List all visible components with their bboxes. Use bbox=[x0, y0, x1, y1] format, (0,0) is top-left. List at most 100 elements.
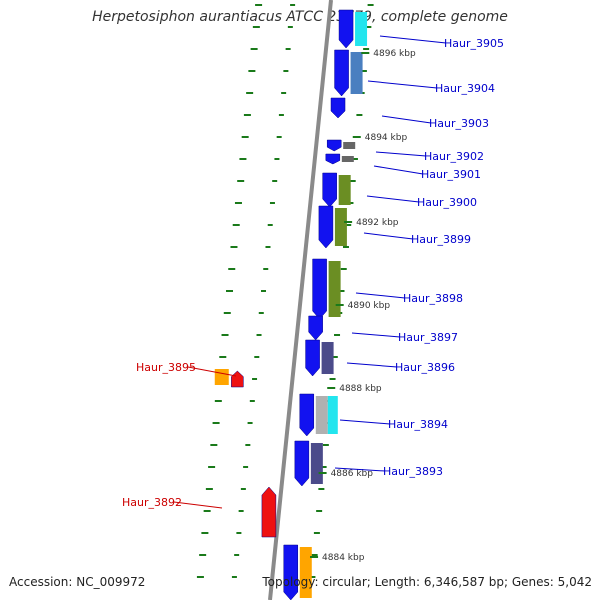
tick-mark bbox=[248, 70, 256, 72]
tick-mark bbox=[309, 576, 316, 578]
tick-mark bbox=[322, 444, 329, 446]
cds-forward-arrow[interactable] bbox=[322, 172, 337, 208]
tick-mark bbox=[276, 136, 282, 138]
gene-label[interactable]: Haur_3895 bbox=[136, 361, 196, 374]
tick-mark bbox=[356, 114, 363, 116]
protein-domain-block[interactable] bbox=[214, 369, 229, 385]
tick-mark bbox=[199, 554, 207, 556]
cds-reverse-arrow[interactable] bbox=[231, 370, 244, 388]
protein-domain-block[interactable] bbox=[350, 52, 363, 94]
tick-mark bbox=[246, 92, 254, 94]
protein-domain-block[interactable] bbox=[321, 342, 334, 374]
tick-mark bbox=[281, 92, 287, 94]
protein-domain-block[interactable] bbox=[327, 396, 338, 434]
tick-mark bbox=[342, 246, 349, 248]
cds-forward-arrow[interactable] bbox=[326, 139, 342, 152]
tick-dots bbox=[196, 4, 374, 578]
tick-mark bbox=[318, 488, 325, 490]
label-leader-line bbox=[381, 115, 432, 124]
gene-label[interactable]: Haur_3900 bbox=[417, 196, 477, 209]
protein-domain-block[interactable] bbox=[310, 443, 323, 484]
tick-mark bbox=[272, 180, 278, 182]
tick-mark bbox=[263, 268, 269, 270]
protein-domain-block[interactable] bbox=[341, 156, 354, 162]
tick-mark bbox=[241, 136, 249, 138]
gene-label[interactable]: Haur_3892 bbox=[122, 496, 182, 509]
tick-mark bbox=[258, 312, 264, 314]
tick-mark bbox=[287, 26, 293, 28]
gene-label[interactable]: Haur_3903 bbox=[429, 117, 489, 130]
gene-label[interactable]: Haur_3898 bbox=[403, 292, 463, 305]
tick-mark bbox=[256, 334, 262, 336]
cds-forward-arrow[interactable] bbox=[318, 205, 334, 249]
protein-domain-block[interactable] bbox=[338, 175, 351, 205]
label-leader-line bbox=[367, 80, 438, 89]
protein-domain-block[interactable] bbox=[315, 396, 328, 434]
gene-label[interactable]: Haur_3897 bbox=[398, 331, 458, 344]
cds-forward-arrow[interactable] bbox=[283, 544, 299, 600]
kbp-ruler: 4896 kbp 4894 kbp 4892 kbp 4890 kbp 4888 kbp… bbox=[310, 49, 416, 563]
tick-mark bbox=[365, 26, 372, 28]
gene-label-layer: Haur_3905 Haur_3904 Haur_3903 Haur_3902 Haur… bbox=[122, 35, 504, 509]
cds-forward-arrow[interactable] bbox=[325, 153, 341, 165]
cds-forward-arrow[interactable] bbox=[338, 9, 354, 49]
kbp-label: 4890 kbp bbox=[348, 301, 391, 311]
kbp-label: 4896 kbp bbox=[373, 49, 416, 59]
tick-mark bbox=[243, 114, 251, 116]
tick-mark bbox=[212, 422, 220, 424]
cds-forward-arrow[interactable] bbox=[334, 49, 349, 97]
cds-forward-arrow[interactable] bbox=[312, 258, 327, 320]
label-leader-line bbox=[355, 292, 406, 299]
gene-label[interactable]: Haur_3905 bbox=[444, 37, 504, 50]
label-leader-line bbox=[363, 232, 414, 240]
map-title: Herpetosiphon aurantiacus ATCC 23779, co… bbox=[92, 9, 508, 25]
tick-mark bbox=[265, 246, 271, 248]
tick-mark bbox=[201, 532, 209, 534]
kbp-label: 4884 kbp bbox=[322, 553, 365, 563]
cds-forward-arrow[interactable] bbox=[330, 97, 346, 119]
tick-mark bbox=[269, 202, 275, 204]
tick-mark bbox=[239, 158, 247, 160]
cds-reverse-arrow[interactable] bbox=[261, 486, 277, 538]
gene-label[interactable]: Haur_3902 bbox=[424, 150, 484, 163]
tick-mark bbox=[360, 70, 367, 72]
tick-mark bbox=[210, 444, 218, 446]
tick-mark bbox=[234, 202, 242, 204]
protein-domain-block[interactable] bbox=[299, 547, 312, 598]
kbp-label: 4892 kbp bbox=[356, 218, 399, 228]
tick-mark bbox=[278, 114, 284, 116]
cds-forward-arrow[interactable] bbox=[294, 440, 310, 487]
tick-mark bbox=[334, 334, 341, 336]
gene-label[interactable]: Haur_3893 bbox=[383, 465, 443, 478]
tick-mark bbox=[261, 290, 267, 292]
tick-mark bbox=[338, 290, 345, 292]
gene-label[interactable]: Haur_3901 bbox=[421, 168, 481, 181]
tick-mark bbox=[236, 532, 242, 534]
tick-mark bbox=[223, 312, 231, 314]
tick-mark bbox=[345, 224, 352, 226]
tick-mark bbox=[196, 576, 204, 578]
tick-mark bbox=[238, 510, 244, 512]
tick-mark bbox=[290, 4, 296, 6]
protein-domain-block[interactable] bbox=[328, 261, 341, 317]
tick-mark bbox=[221, 334, 229, 336]
tick-mark bbox=[234, 554, 240, 556]
tick-mark bbox=[249, 400, 255, 402]
cds-forward-arrow[interactable] bbox=[299, 393, 315, 437]
gene-label[interactable]: Haur_3904 bbox=[435, 82, 495, 95]
tick-mark bbox=[243, 466, 249, 468]
cds-forward-arrow[interactable] bbox=[308, 315, 323, 341]
tick-mark bbox=[340, 268, 347, 270]
tick-mark bbox=[267, 224, 273, 226]
cds-forward-arrow[interactable] bbox=[305, 339, 320, 377]
kbp-label: 4894 kbp bbox=[365, 133, 408, 143]
label-leader-line bbox=[173, 501, 223, 509]
protein-domain-block[interactable] bbox=[355, 12, 368, 46]
kbp-label: 4888 kbp bbox=[339, 384, 382, 394]
gene-label[interactable]: Haur_3899 bbox=[411, 233, 471, 246]
protein-domain-block[interactable] bbox=[334, 208, 347, 246]
gene-label[interactable]: Haur_3894 bbox=[388, 418, 448, 431]
protein-domain-block[interactable] bbox=[343, 142, 356, 149]
gene-label[interactable]: Haur_3896 bbox=[395, 361, 455, 374]
